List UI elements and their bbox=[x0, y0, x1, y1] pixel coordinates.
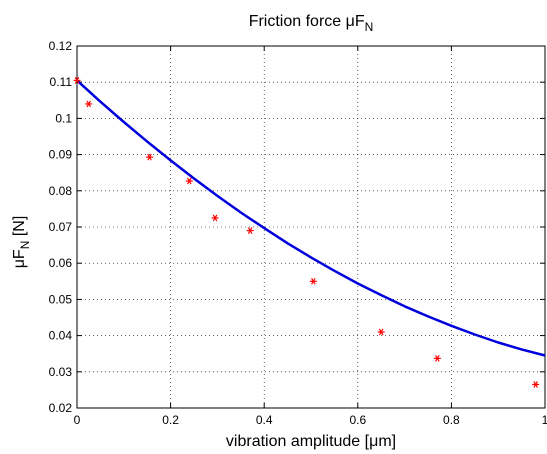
data-point bbox=[211, 214, 219, 222]
y-tick-label: 0.11 bbox=[50, 75, 73, 89]
y-tick-label: 0.09 bbox=[49, 148, 73, 162]
y-tick-label: 0.04 bbox=[49, 329, 73, 343]
x-tick-label: 0.6 bbox=[349, 413, 366, 427]
x-tick-label: 0 bbox=[74, 413, 81, 427]
y-tick-label: 0.06 bbox=[49, 256, 73, 270]
data-point bbox=[246, 227, 254, 234]
x-tick-label: 1 bbox=[542, 413, 547, 427]
data-point bbox=[85, 100, 93, 108]
data-point bbox=[309, 277, 317, 285]
x-tick-label: 0.2 bbox=[162, 413, 179, 427]
data-point bbox=[185, 177, 193, 185]
x-tick-label: 0.8 bbox=[443, 413, 460, 427]
y-tick-label: 0.03 bbox=[49, 365, 73, 379]
data-point bbox=[532, 381, 540, 388]
data-point bbox=[377, 328, 385, 336]
data-point bbox=[146, 153, 154, 161]
axis-ticks: 0 0.2 0.4 0.6 0.8 1 0.02 0.03 0.04 0.05 0.06 0.07 0.… bbox=[49, 39, 547, 427]
y-axis-title: μFN [N] bbox=[11, 216, 32, 269]
y-tick-label: 0.08 bbox=[49, 184, 73, 198]
y-tick-label: 0.12 bbox=[49, 39, 73, 53]
y-tick-label: 0.02 bbox=[49, 401, 73, 415]
data-point bbox=[433, 355, 441, 362]
data-point bbox=[73, 77, 81, 84]
y-tick-label: 0.07 bbox=[49, 220, 73, 234]
y-tick-label: 0.05 bbox=[49, 292, 73, 306]
x-axis-title: vibration amplitude [μm] bbox=[226, 433, 396, 450]
chart-title: Friction force μFN bbox=[249, 13, 374, 34]
data-series bbox=[73, 77, 546, 388]
x-tick-label: 0.4 bbox=[256, 413, 273, 427]
y-tick-label: 0.1 bbox=[55, 111, 72, 125]
fit-curve bbox=[76, 79, 546, 357]
